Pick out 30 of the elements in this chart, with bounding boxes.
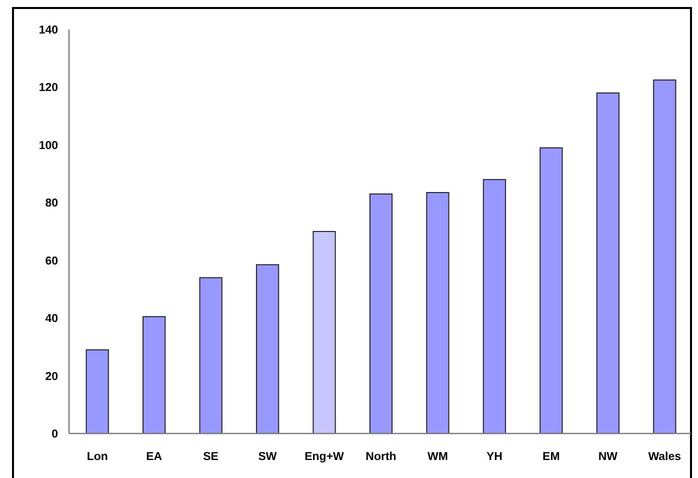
y-tick-label: 20 — [45, 370, 58, 383]
x-tick-label: SE — [203, 451, 219, 463]
y-tick-label: 40 — [45, 313, 58, 326]
x-tick-label: Lon — [86, 451, 108, 463]
x-tick-label: Eng+W — [304, 451, 344, 463]
bar — [653, 80, 676, 434]
bar — [86, 349, 109, 434]
y-tick-label: 0 — [52, 428, 58, 441]
bar — [369, 193, 393, 434]
x-tick-label: NW — [598, 451, 618, 463]
x-tick-label: YH — [486, 451, 502, 463]
bar — [142, 316, 166, 434]
y-tick-label: 80 — [45, 198, 58, 210]
bar — [312, 231, 336, 434]
bar — [596, 92, 620, 434]
y-tick-label: 120 — [38, 82, 58, 94]
y-tick-label: 60 — [45, 255, 58, 268]
x-tick-label: WM — [428, 451, 448, 463]
x-tick-label: Wales — [648, 451, 682, 463]
bar — [426, 192, 450, 434]
y-tick-label: 100 — [38, 140, 58, 152]
x-tick-label: EM — [542, 451, 560, 463]
x-tick-label: EA — [146, 451, 162, 463]
bar — [540, 147, 563, 434]
y-tick-label: 140 — [38, 24, 58, 37]
bar — [256, 264, 280, 434]
bar — [482, 179, 506, 434]
x-tick-label: SW — [258, 451, 277, 463]
bar — [199, 277, 222, 434]
x-tick-label: North — [366, 451, 396, 463]
